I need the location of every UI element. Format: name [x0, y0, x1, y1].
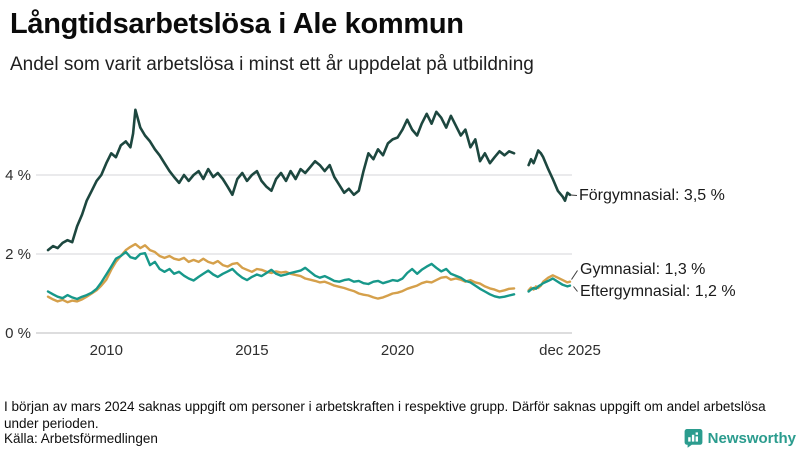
- chart-canvas: 4 % 2 % 0 % 2010 2015 2020 dec 2025 Förg: [5, 108, 736, 359]
- line-chart: 4 % 2 % 0 % 2010 2015 2020 dec 2025 Förg: [0, 88, 800, 382]
- series-lines: [46, 108, 572, 304]
- series-line-forgymnasial: [46, 108, 572, 252]
- series-line-eftergymnasial: [46, 250, 572, 301]
- leader-forgymnasial: [570, 194, 578, 196]
- source-row: Källa: Arbetsförmedlingen Newsworthy: [0, 428, 800, 448]
- y-axis-labels: 4 % 2 % 0 %: [5, 167, 31, 342]
- gridlines: [36, 174, 572, 334]
- source-label: Källa: Arbetsförmedlingen: [4, 430, 158, 446]
- y-tick-2pct: 2 %: [5, 246, 31, 263]
- annotation-eftergymnasial: Eftergymnasial: 1,2 %: [580, 283, 736, 300]
- footnote: I början av mars 2024 saknas uppgift om …: [4, 398, 766, 431]
- chart-subtitle: Andel som varit arbetslösa i minst ett å…: [10, 54, 534, 76]
- newsworthy-logo[interactable]: Newsworthy: [684, 428, 796, 448]
- series-line-gymnasial: [46, 242, 572, 304]
- annotation-forgymnasial: Förgymnasial: 3,5 %: [579, 187, 725, 204]
- leader-eftergymnasial: [573, 286, 578, 292]
- series-annotations: Förgymnasial: 3,5 % Gymnasial: 1,3 % Eft…: [579, 187, 736, 300]
- x-tick-dec-2025: dec 2025: [539, 342, 601, 359]
- newsworthy-bubble-icon: [684, 429, 703, 448]
- leader-gymnasial: [571, 270, 578, 280]
- x-tick-2010: 2010: [90, 342, 123, 359]
- x-tick-2015: 2015: [235, 342, 268, 359]
- y-tick-4pct: 4 %: [5, 167, 31, 184]
- annotation-leaders: [570, 194, 578, 292]
- page-title: Långtidsarbetslösa i Ale kommun: [10, 8, 464, 40]
- y-tick-0pct: 0 %: [5, 325, 31, 342]
- newsworthy-brand-name: Newsworthy: [707, 429, 796, 447]
- x-axis-labels: 2010 2015 2020 dec 2025: [90, 342, 601, 359]
- annotation-gymnasial: Gymnasial: 1,3 %: [580, 261, 705, 278]
- x-tick-2020: 2020: [381, 342, 414, 359]
